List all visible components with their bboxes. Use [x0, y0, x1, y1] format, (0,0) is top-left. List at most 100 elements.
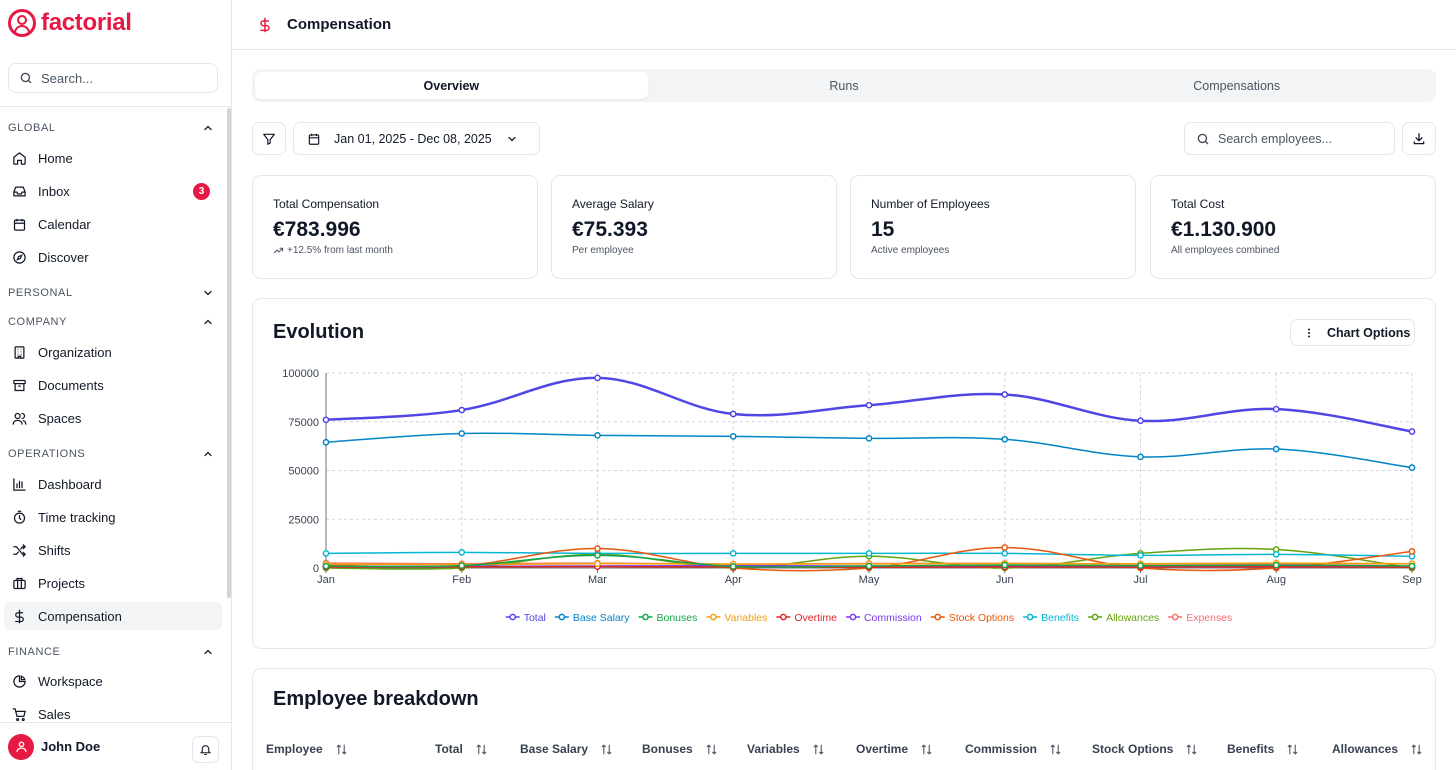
sidebar-item-spaces[interactable]: Spaces	[4, 404, 222, 432]
legend-item: Commission	[845, 612, 922, 624]
stat-subtitle: +12.5% from last month	[273, 245, 537, 256]
stat-value: €1.130.900	[1171, 218, 1277, 241]
sidebar-item-inbox[interactable]: Inbox 3	[4, 177, 222, 205]
dollar-icon	[260, 17, 270, 32]
section-global-header[interactable]: GLOBAL	[8, 120, 214, 136]
sidebar-item-projects[interactable]: Projects	[4, 569, 222, 597]
data-point-bonuses	[1001, 561, 1009, 569]
data-point-total	[865, 401, 873, 409]
sort-icon[interactable]	[1049, 743, 1062, 756]
column-header-employee[interactable]: Employee	[266, 741, 348, 757]
cart-icon	[11, 706, 27, 722]
column-header-stock-options[interactable]: Stock Options	[1092, 741, 1198, 757]
data-point-base-salary	[1137, 453, 1144, 461]
sidebar: factorial GLOBAL Home Inbox 3 Calendar D…	[0, 0, 232, 770]
column-header-base-salary[interactable]: Base Salary	[520, 741, 613, 757]
x-tick-label: Mar	[588, 574, 607, 586]
data-point-stock-options	[1001, 544, 1009, 551]
sidebar-item-documents[interactable]: Documents	[4, 371, 222, 399]
stat-label: Total Cost	[1171, 197, 1225, 211]
column-header-total[interactable]: Total	[435, 741, 488, 757]
factorial-logo[interactable]: factorial	[8, 8, 132, 38]
sidebar-item-time-tracking[interactable]: Time tracking	[4, 503, 222, 531]
legend-item: Benefits	[1023, 612, 1079, 624]
x-tick-label: Jul	[1133, 574, 1147, 586]
data-point-benefits	[865, 550, 873, 557]
data-point-total	[1001, 391, 1009, 398]
legend-marker	[1091, 613, 1099, 621]
filter-button[interactable]	[252, 122, 286, 155]
sidebar-item-home[interactable]: Home	[4, 144, 222, 172]
sidebar-item-discover[interactable]: Discover	[4, 243, 222, 271]
notifications-button[interactable]	[192, 736, 219, 763]
section-finance-header[interactable]: FINANCE	[8, 644, 214, 660]
column-header-benefits[interactable]: Benefits	[1227, 741, 1299, 757]
legend-item: Total	[505, 612, 546, 624]
stat-card-average-salary: Average Salary €75.393 Per employee	[551, 175, 837, 279]
sort-icon[interactable]	[600, 743, 613, 756]
sidebar-item-label: Time tracking	[38, 509, 116, 525]
column-header-bonuses[interactable]: Bonuses	[642, 741, 718, 757]
tab-overview[interactable]: Overview	[255, 72, 648, 99]
dollar-icon	[11, 608, 27, 624]
sort-icon[interactable]	[812, 743, 825, 756]
avatar[interactable]	[8, 733, 34, 760]
data-point-total	[322, 416, 330, 424]
sidebar-item-shifts[interactable]: Shifts	[4, 536, 222, 564]
sort-icon[interactable]	[705, 743, 718, 756]
data-point-bonuses	[594, 551, 601, 559]
x-tick-label: Apr	[725, 574, 742, 586]
sidebar-item-compensation[interactable]: Compensation	[4, 602, 222, 630]
compass-icon	[11, 249, 27, 265]
column-header-variables[interactable]: Variables	[747, 741, 825, 757]
section-company-header[interactable]: COMPANY	[8, 314, 214, 330]
column-header-label: Bonuses	[642, 742, 693, 756]
search-icon	[20, 72, 32, 84]
column-header-label: Variables	[747, 742, 800, 756]
data-point-base-salary	[1408, 464, 1416, 471]
date-range-picker[interactable]: Jan 01, 2025 - Dec 08, 2025	[293, 122, 540, 155]
chart-options-button[interactable]: Chart Options	[1290, 319, 1415, 346]
legend-marker	[710, 613, 717, 621]
column-header-overtime[interactable]: Overtime	[856, 741, 933, 757]
data-point-base-salary	[1001, 435, 1009, 443]
sidebar-item-organization[interactable]: Organization	[4, 338, 222, 366]
data-point-bonuses	[458, 562, 466, 570]
sort-icon[interactable]	[920, 743, 933, 756]
sidebar-item-sales[interactable]: Sales	[4, 700, 222, 728]
user-menu[interactable]: John Doe	[0, 722, 232, 770]
column-header-allowances[interactable]: Allowances	[1332, 741, 1423, 757]
tab-compensations[interactable]: Compensations	[1193, 78, 1281, 93]
section-operations-header[interactable]: OPERATIONS	[8, 446, 214, 462]
sort-icon[interactable]	[1410, 743, 1423, 756]
user-name: John Doe	[41, 739, 101, 754]
stat-subtitle: Per employee	[572, 245, 634, 256]
sidebar-scrollbar[interactable]	[227, 108, 231, 598]
download-button[interactable]	[1402, 122, 1436, 155]
employee-search-input[interactable]	[1218, 131, 1388, 146]
section-personal-header[interactable]: PERSONAL	[8, 285, 214, 301]
data-point-bonuses	[729, 563, 737, 570]
data-point-variables	[594, 560, 601, 568]
chevron-down-icon	[508, 136, 516, 141]
column-header-label: Overtime	[856, 742, 909, 756]
date-range-label: Jan 01, 2025 - Dec 08, 2025	[334, 131, 492, 146]
sort-icon[interactable]	[335, 743, 348, 756]
sidebar-item-dashboard[interactable]: Dashboard	[4, 470, 222, 498]
sidebar-search-input[interactable]	[41, 70, 201, 86]
sort-icon[interactable]	[1185, 743, 1198, 756]
column-header-commission[interactable]: Commission	[965, 741, 1062, 757]
sort-icon[interactable]	[1286, 743, 1299, 756]
sort-icon[interactable]	[475, 743, 488, 756]
sidebar-search[interactable]	[8, 63, 218, 93]
employee-search[interactable]	[1184, 122, 1395, 155]
stat-card-employees: Number of Employees 15 Active employees	[850, 175, 1136, 279]
y-tick-label: 0	[313, 563, 319, 575]
sidebar-item-calendar[interactable]: Calendar	[4, 210, 222, 238]
sidebar-item-workspace[interactable]: Workspace	[4, 667, 222, 695]
download-icon	[1413, 132, 1425, 144]
column-header-label: Allowances	[1332, 742, 1399, 756]
tab-runs[interactable]: Runs	[829, 78, 859, 93]
pie-chart-icon	[11, 673, 27, 689]
legend-marker	[934, 613, 942, 621]
